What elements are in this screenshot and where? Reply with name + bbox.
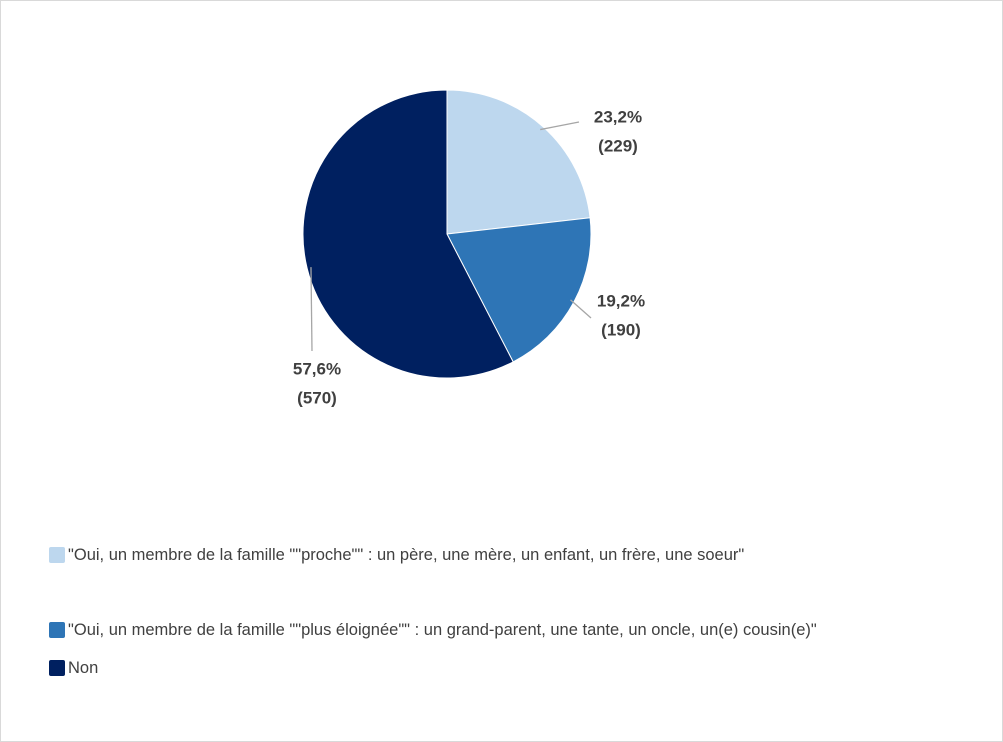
legend-item: Non	[49, 655, 974, 681]
legend-label: Non	[68, 659, 99, 677]
legend-label: "Oui, un membre de la famille ""plus élo…	[68, 621, 817, 639]
legend-swatch	[49, 547, 65, 563]
legend: "Oui, un membre de la famille ""proche""…	[49, 542, 974, 681]
count-label: (229)	[598, 136, 638, 155]
legend-label: "Oui, un membre de la famille ""proche""…	[68, 546, 745, 564]
pie-slice	[446, 217, 592, 363]
data-label: 23,2%	[594, 107, 642, 126]
leader-line	[570, 299, 592, 319]
leader-line	[310, 267, 313, 352]
count-label: (570)	[297, 388, 337, 407]
count-label: (190)	[601, 320, 641, 339]
pie-slice	[302, 89, 514, 379]
data-label: 57,6%	[293, 359, 341, 378]
leader-line	[540, 121, 580, 131]
legend-swatch	[49, 660, 65, 676]
pie-area: 23,2% (229) 19,2% (190) 57,6% (570)	[293, 89, 645, 407]
pie-slice	[446, 89, 591, 235]
data-label: 19,2%	[597, 291, 645, 310]
legend-item: "Oui, un membre de la famille ""plus élo…	[49, 617, 974, 643]
legend-item: "Oui, un membre de la famille ""proche""…	[49, 542, 974, 568]
legend-swatch	[49, 622, 65, 638]
